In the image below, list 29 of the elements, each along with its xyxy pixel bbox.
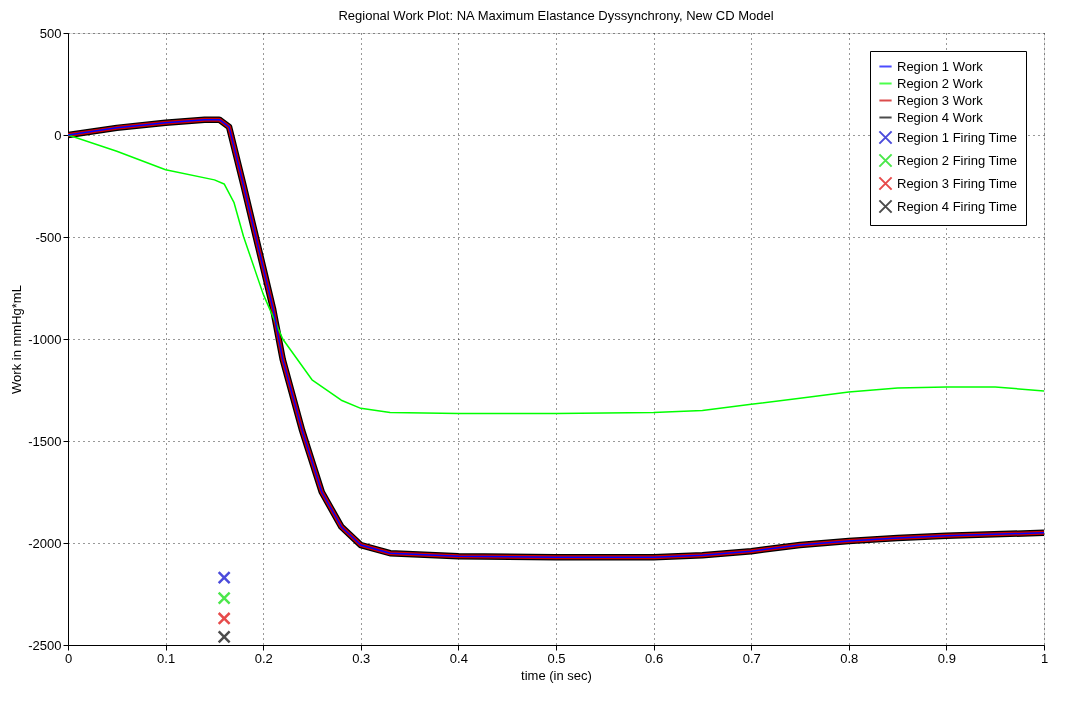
y-tick-label: -1500 bbox=[28, 433, 62, 449]
x-tick-label: 0.4 bbox=[449, 650, 468, 666]
x-tick-label: 0.7 bbox=[742, 650, 761, 666]
legend-label: Region 2 Firing Time bbox=[897, 152, 1017, 168]
legend-label: Region 4 Work bbox=[897, 109, 984, 125]
x-tick-label: 0.6 bbox=[645, 650, 664, 666]
y-tick-label: -2500 bbox=[28, 637, 62, 653]
x-tick-label: 0.1 bbox=[157, 650, 176, 666]
y-tick-label: -500 bbox=[35, 229, 62, 245]
x-tick-label: 0.9 bbox=[937, 650, 956, 666]
legend-label: Region 2 Work bbox=[897, 75, 984, 91]
legend-label: Region 1 Work bbox=[897, 58, 984, 74]
x-tick-label: 0 bbox=[64, 650, 73, 666]
y-tick-label: -2000 bbox=[28, 535, 62, 551]
x-tick-label: 0.8 bbox=[840, 650, 859, 666]
x-tick-label: 1 bbox=[1040, 650, 1049, 666]
legend-label: Region 4 Firing Time bbox=[897, 198, 1017, 214]
y-tick-label: 500 bbox=[39, 25, 62, 41]
x-tick-label: 0.2 bbox=[254, 650, 273, 666]
y-axis-title: Work in mmHg*mL bbox=[9, 285, 25, 394]
x-axis-title: time (in sec) bbox=[521, 667, 592, 683]
x-tick-label: 0.5 bbox=[547, 650, 566, 666]
y-tick-label: -1000 bbox=[28, 331, 62, 347]
y-tick-label: 0 bbox=[54, 127, 62, 143]
legend-label: Region 1 Firing Time bbox=[897, 129, 1017, 145]
legend-label: Region 3 Firing Time bbox=[897, 175, 1017, 191]
chart-title: Regional Work Plot: NA Maximum Elastance Dyssynchrony, New CD Model bbox=[338, 8, 774, 23]
legend-label: Region 3 Work bbox=[897, 92, 984, 108]
x-tick-label: 0.3 bbox=[352, 650, 371, 666]
